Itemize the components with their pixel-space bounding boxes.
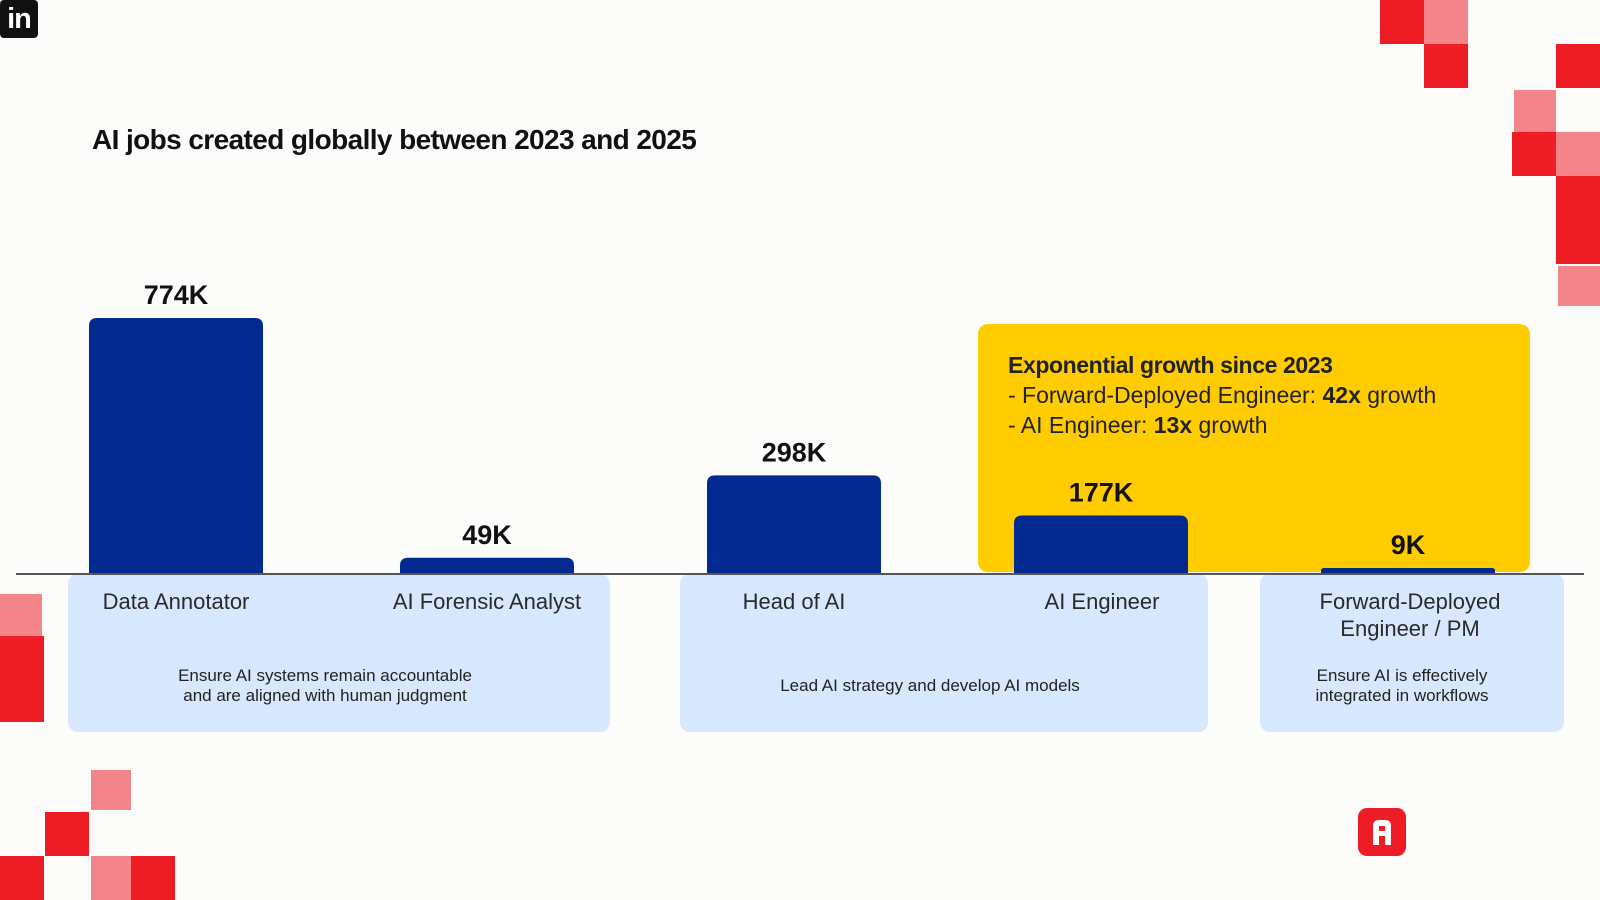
highlight-line-fde: - Forward-Deployed Engineer: 42x growth [1008, 380, 1436, 410]
decor-square [0, 636, 44, 722]
bar [400, 557, 574, 574]
bar [1321, 568, 1495, 574]
description-text: Ensure AI is effectively integrated in w… [1272, 666, 1532, 706]
decor-square [1558, 266, 1600, 306]
chart-title: AI jobs created globally between 2023 an… [92, 124, 697, 155]
description-text: Ensure AI systems remain accountable and… [90, 666, 560, 706]
decor-square [1424, 44, 1468, 88]
highlight-heading: Exponential growth since 2023 [1008, 352, 1333, 378]
linkedin-logo[interactable]: in [0, 0, 38, 38]
category-label: Head of AI [742, 589, 846, 614]
decor-square [91, 770, 131, 810]
decor-square [1424, 0, 1468, 44]
decor-square [1556, 176, 1600, 264]
bar-value-label: 298K [762, 437, 827, 467]
highlight-line-prefix: - Forward-Deployed Engineer: [1008, 382, 1323, 408]
category-label: AI Engineer [1044, 589, 1160, 614]
decor-square [0, 856, 44, 900]
category-label: Data Annotator [102, 589, 250, 614]
bar [89, 318, 263, 574]
description-text: Lead AI strategy and develop AI models [700, 676, 1160, 696]
decor-square [1380, 0, 1424, 44]
decor-square [1556, 44, 1600, 88]
highlight-growth-value: 42x [1322, 382, 1361, 408]
description-line: and are aligned with human judgment [183, 686, 467, 705]
category-label: AI Forensic Analyst [392, 589, 582, 614]
decor-square [0, 594, 42, 636]
bar-value-label: 49K [462, 520, 512, 550]
decor-square [1512, 132, 1556, 176]
decor-square [1514, 90, 1556, 132]
decor-square [91, 856, 131, 900]
bar-value-label: 9K [1391, 530, 1426, 560]
description-line: Ensure AI is effectively [1316, 666, 1488, 685]
decor-square [131, 856, 175, 900]
bar [707, 475, 881, 574]
description-line: Lead AI strategy and develop AI models [780, 676, 1080, 695]
highlight-text: Exponential growth since 2023 - Forward-… [1008, 350, 1436, 440]
decor-square [1556, 132, 1600, 176]
description-box [68, 574, 610, 732]
brand-logo-icon [1358, 808, 1406, 856]
category-label: Forward-Deployed Engineer / PM [1319, 589, 1501, 641]
highlight-line-suffix: growth [1192, 412, 1268, 438]
highlight-growth-value: 13x [1153, 412, 1193, 438]
decor-square [45, 812, 89, 856]
description-line: integrated in workflows [1315, 686, 1489, 705]
description-box [680, 574, 1208, 732]
description-box [1260, 574, 1564, 732]
bar-value-label: 774K [144, 280, 209, 310]
highlight-line-prefix: - AI Engineer: [1008, 412, 1154, 438]
bar-value-label: 177K [1069, 477, 1134, 507]
highlight-line-ai-engineer: - AI Engineer: 13x growth [1008, 410, 1436, 440]
highlight-line-suffix: growth [1360, 382, 1437, 408]
bar [1014, 515, 1188, 574]
description-line: Ensure AI systems remain accountable [178, 666, 472, 685]
